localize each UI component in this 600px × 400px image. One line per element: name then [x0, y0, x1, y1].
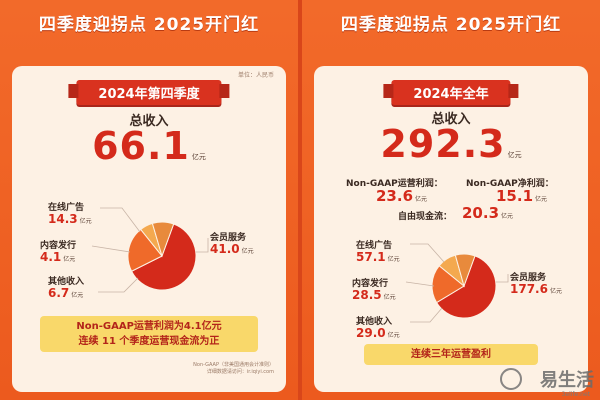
footnote-line-1: Non-GAAP（非美国通用会计准则） — [193, 362, 274, 368]
watermark-logo: 易生活 — [540, 370, 594, 391]
seg-label-ads: 在线广告 — [48, 203, 85, 213]
pie-slice-0 — [435, 255, 497, 319]
leader-line-1 — [405, 281, 435, 287]
leader-line-2 — [98, 277, 139, 293]
seg-label-ads: 在线广告 — [356, 241, 393, 251]
leader-line-2 — [410, 307, 443, 323]
left-panel: 四季度迎拐点 2025开门红 单位：人民币 2024年第四季度 总收入 66.1… — [0, 0, 298, 400]
period-ribbon-q4: 2024年第四季度 — [68, 80, 230, 105]
revenue-unit: 亿元 — [191, 153, 206, 161]
left-card: 单位：人民币 2024年第四季度 总收入 66.1 亿元 在线广告 14.3 亿元 … — [12, 66, 286, 392]
period-ribbon-year: 2024年全年 — [383, 80, 519, 105]
revenue-label: 总收入 — [129, 114, 169, 129]
metric-value-fcf: 20.3 亿元 — [462, 204, 514, 222]
seg-label-other: 其他收入 — [48, 277, 85, 287]
seg-label-content: 内容发行 — [40, 241, 77, 251]
pie-slice-1 — [431, 265, 465, 304]
panel-divider — [298, 0, 302, 400]
leader-line-0 — [410, 243, 445, 263]
pie-slice-0 — [130, 223, 197, 291]
leader-line-3 — [496, 274, 509, 283]
summary-banner-q4: Non-GAAP运营利润为4.1亿元 连续 11 个季度运营现金流为正 — [40, 316, 258, 352]
revenue-value: 292.3 亿元 — [314, 122, 588, 166]
watermark-url: 3elife.net — [561, 391, 590, 398]
metric-label-fcf: 自由现金流： — [398, 212, 453, 222]
pie-slice-3 — [454, 253, 476, 288]
left-headline: 四季度迎拐点 2025开门红 — [38, 15, 260, 35]
metric-label-op-profit: Non-GAAP运营利润： — [346, 179, 443, 189]
seg-value-other: 6.7 亿元 — [48, 286, 84, 300]
banner-line-1: Non-GAAP运营利润为4.1亿元 — [76, 321, 222, 332]
pie-slice-1 — [127, 228, 163, 272]
leader-line-3 — [196, 238, 209, 253]
metric-value-op-profit: 23.6 亿元 — [376, 187, 428, 205]
footnote: Non-GAAP（非美国通用会计准则） 详细数据请访问：ir.iqiyi.com — [193, 362, 274, 376]
watermark-logo-icon — [500, 368, 522, 390]
right-headline: 四季度迎拐点 2025开门红 — [340, 15, 562, 35]
seg-label-membership: 会员服务 — [210, 233, 247, 243]
metric-value-net-profit: 15.1 亿元 — [496, 187, 548, 205]
seg-label-other: 其他收入 — [356, 317, 393, 327]
footnote-line-2: 详细数据请访问：ir.iqiyi.com — [206, 369, 274, 375]
leader-line-0 — [100, 207, 141, 233]
metric-label-net-profit: Non-GAAP净利润： — [466, 179, 554, 189]
revenue-value: 66.1 亿元 — [12, 124, 286, 168]
revenue-number: 292.3 — [380, 122, 506, 166]
summary-banner-year: 连续三年运营盈利 — [364, 344, 538, 365]
seg-label-content: 内容发行 — [352, 279, 389, 289]
seg-value-other: 29.0 亿元 — [356, 326, 400, 340]
revenue-number: 66.1 — [92, 124, 190, 168]
seg-value-content: 4.1 亿元 — [40, 250, 76, 264]
unit-note: 单位：人民币 — [237, 72, 274, 79]
pie-slice-3 — [151, 221, 175, 258]
seg-value-membership: 177.6 亿元 — [510, 282, 562, 296]
pie-chart-year — [405, 243, 509, 323]
revenue-unit: 亿元 — [507, 151, 522, 159]
seg-value-content: 28.5 亿元 — [352, 288, 396, 302]
seg-value-membership: 41.0 亿元 — [210, 242, 254, 256]
revenue-label: 总收入 — [431, 112, 471, 127]
right-card: 2024年全年 总收入 292.3 亿元 Non-GAAP运营利润： 23.6 亿元… — [314, 66, 588, 392]
seg-value-ads: 14.3 亿元 — [48, 212, 92, 226]
banner-line-2: 连续 11 个季度运营现金流为正 — [78, 336, 220, 347]
seg-label-membership: 会员服务 — [510, 273, 547, 283]
right-panel: 四季度迎拐点 2025开门红 2024年全年 总收入 292.3 亿元 Non-G… — [302, 0, 600, 400]
pie-chart-q4 — [91, 207, 209, 293]
seg-value-ads: 57.1 亿元 — [356, 250, 400, 264]
leader-line-1 — [91, 245, 131, 253]
